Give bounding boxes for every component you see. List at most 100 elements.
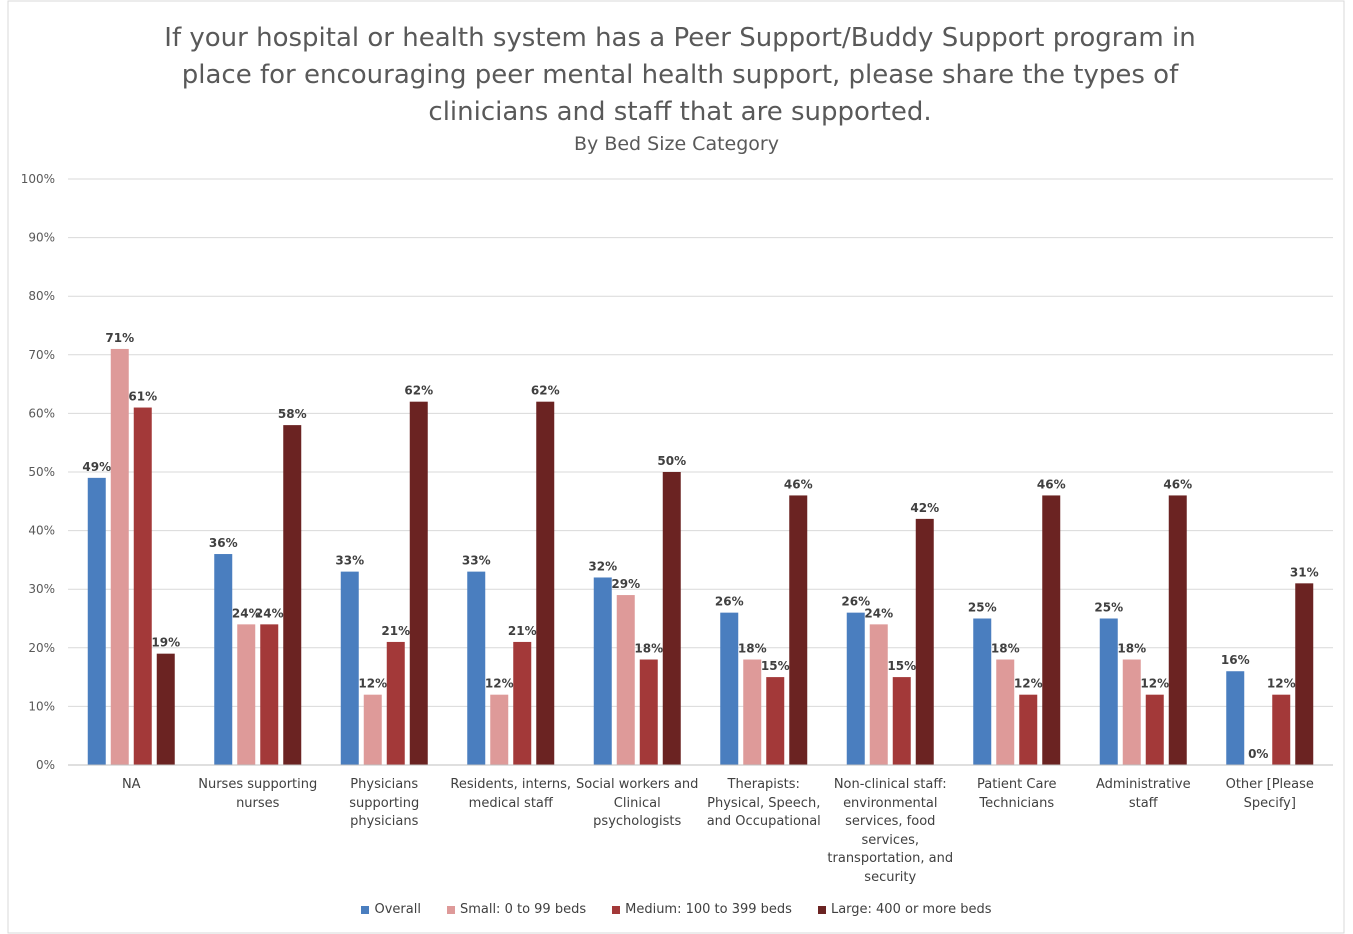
legend-item: Medium: 100 to 399 beds [612,902,792,917]
data-label: 12% [358,677,387,691]
y-tick-label: 70% [28,348,55,362]
data-label: 62% [531,384,560,398]
bar [1099,618,1118,765]
bar [720,612,739,765]
bar [536,401,555,765]
legend-swatch [817,905,826,914]
legend-item: Small: 0 to 99 beds [446,902,587,917]
data-label: 16% [1221,653,1250,667]
data-label: 29% [611,577,640,591]
x-tick-label: Other [Please Specify] [1225,777,1314,811]
bar [639,659,658,765]
x-tick-label: Physicians supporting physicians [349,777,420,829]
chart-title: If your hospital or health system has a … [164,23,1196,127]
data-label: 18% [738,642,767,656]
data-label: 71% [105,331,134,345]
bar [593,577,612,765]
bar [340,571,359,765]
y-tick-label: 100% [21,172,55,186]
bar [1122,659,1141,765]
y-tick-label: 0% [36,758,55,772]
bar [363,694,382,765]
bar [869,624,888,765]
legend-swatch [446,905,455,914]
x-tick-label: Nurses supporting nurses [198,777,318,811]
bar [386,641,405,765]
data-label: 32% [588,559,617,573]
bar [467,571,486,765]
bar [1019,694,1038,765]
y-tick-label: 60% [28,406,55,420]
bar [513,641,532,765]
x-tick-label: Patient Care Technicians [977,777,1057,811]
data-label: 26% [715,595,744,609]
legend-label: Small: 0 to 99 beds [459,902,587,917]
data-label: 18% [1117,642,1146,656]
data-label: 49% [82,460,111,474]
bar [1145,694,1164,765]
bar [766,677,785,765]
data-label: 33% [462,554,491,568]
data-label: 15% [887,659,916,673]
bar [1168,495,1187,765]
bar [490,694,509,765]
y-tick-label: 80% [28,289,55,303]
bar [156,653,175,765]
legend-label: Medium: 100 to 399 beds [625,902,792,917]
bar [283,425,302,765]
bar [789,495,808,765]
legend-swatch [361,905,370,914]
bar [996,659,1015,765]
data-label: 19% [151,636,180,650]
bar [1226,671,1245,765]
data-label: 12% [485,677,514,691]
legend: Overall Small: 0 to 99 beds Medium: 100 to… [0,902,1353,917]
data-label: 50% [657,454,686,468]
data-label: 18% [634,642,663,656]
data-label: 25% [1094,601,1123,615]
y-tick-label: 40% [28,524,55,538]
bar [110,348,129,765]
data-label: 24% [864,606,893,620]
bar [662,472,681,765]
data-label: 46% [784,477,813,491]
x-tick-label: Residents, interns, medical staff [450,777,572,811]
bar [892,677,911,765]
y-tick-label: 50% [28,465,55,479]
data-label: 58% [278,407,307,421]
data-label: 18% [991,642,1020,656]
data-label: 26% [841,595,870,609]
chart-border [7,0,1345,934]
x-tick-label: Administrative staff [1095,777,1191,811]
bar [846,612,865,765]
bar [1272,694,1291,765]
x-tick-label: Social workers and Clinical psychologist… [576,777,699,829]
data-label: 24% [232,606,261,620]
y-tick-label: 10% [28,699,55,713]
data-label: 12% [1014,677,1043,691]
data-label: 33% [335,554,364,568]
data-label: 15% [761,659,790,673]
bar [915,518,934,765]
bar [260,624,279,765]
bar [743,659,762,765]
legend-label: Overall [374,902,421,917]
data-label: 12% [1267,677,1296,691]
data-label: 42% [910,501,939,515]
bar [87,477,106,765]
data-label: 36% [209,536,238,550]
bar [133,407,152,765]
legend-label: Large: 400 or more beds [830,902,992,917]
legend-item: Large: 400 or more beds [817,902,992,917]
legend-swatch [612,905,621,914]
bar [1042,495,1061,765]
x-tick-label: NA [121,777,141,792]
data-label: 62% [404,384,433,398]
data-label: 61% [128,390,157,404]
bar [973,618,992,765]
bar [237,624,256,765]
data-label: 0% [1248,747,1268,761]
bar [409,401,428,765]
y-tick-label: 30% [28,582,55,596]
